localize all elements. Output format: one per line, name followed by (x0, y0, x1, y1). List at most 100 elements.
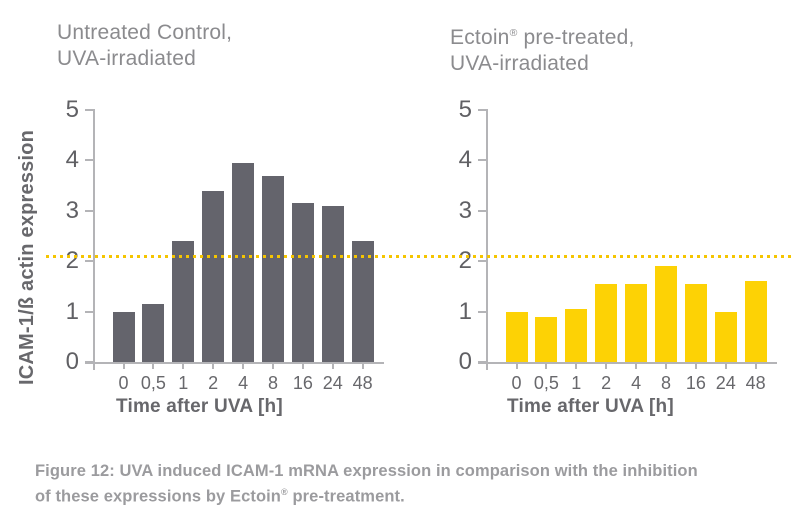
y-axis-tick-label: 1 (65, 297, 79, 325)
right-chart-title-rest: pre-treated, (517, 26, 635, 49)
bar-8h (655, 266, 677, 362)
y-axis-tick (478, 310, 487, 313)
y-axis-tick-label: 4 (65, 146, 79, 174)
x-axis-tick-label: 0 (511, 373, 522, 393)
bar-0h (112, 311, 135, 362)
right-chart-title-line2: UVA-irradiated (450, 52, 589, 75)
y-axis-tick-label: 0 (65, 348, 79, 375)
right-x-axis-line (478, 362, 777, 364)
x-axis-tick (724, 362, 727, 369)
figure-caption-line2: of these expressions by Ectoin® pre-trea… (35, 482, 775, 508)
bar-8h (262, 175, 284, 362)
right-x-axis-label: Time after UVA [h] (507, 396, 674, 417)
x-axis-tick (545, 362, 548, 369)
y-axis-tick (478, 159, 487, 162)
right-chart-title: Ectoin® pre-treated, UVA-irradiated (450, 20, 635, 77)
y-axis-tick (85, 209, 94, 212)
y-axis-tick (478, 260, 487, 263)
registered-mark: ® (281, 487, 288, 497)
y-axis-tick-label: 4 (458, 146, 472, 174)
bar-4h (625, 283, 648, 362)
y-axis-tick (85, 310, 94, 313)
figure-caption-line1: Figure 12: UVA induced ICAM-1 mRNA expre… (35, 462, 698, 480)
x-axis-tick-label: 4 (631, 373, 642, 393)
bar-0-5h (535, 316, 558, 362)
right-chart-title-line1: Ectoin® pre-treated, (450, 20, 635, 51)
left-y-axis-line (93, 109, 95, 370)
x-axis-tick-label: 8 (660, 373, 671, 393)
y-axis-tick (478, 109, 487, 111)
y-axis-tick-label: 0 (458, 348, 472, 375)
x-axis-tick (605, 362, 608, 369)
right-bar-chart: 0 1 2 3 4 5 0 0,5 1 2 4 8 16 24 48 (459, 97, 777, 393)
x-axis-tick (242, 362, 245, 369)
y-axis-tick-label: 1 (458, 297, 472, 325)
left-chart-title-line1: Untreated Control, (57, 21, 233, 44)
bar-0-5h (142, 304, 165, 362)
figure-caption-line2-text: of these expressions by Ectoin (35, 487, 281, 506)
x-axis-tick (272, 362, 274, 369)
x-axis-tick-label: 8 (267, 373, 278, 393)
bar-1h (565, 309, 588, 362)
x-axis-tick (635, 362, 638, 369)
x-axis-tick-label: 48 (745, 373, 766, 393)
right-y-axis-line (486, 109, 488, 370)
x-axis-tick-label: 0 (118, 373, 129, 393)
left-x-axis-label: Time after UVA [h] (116, 396, 283, 417)
x-axis-tick-label: 0,5 (140, 373, 166, 393)
x-axis-tick-label: 1 (178, 373, 189, 393)
x-axis-tick (212, 362, 215, 369)
x-axis-tick (331, 362, 334, 369)
x-axis-tick-label: 48 (352, 373, 373, 393)
y-axis-tick-label: 3 (65, 196, 79, 224)
y-axis-label: ICAM-1/ß actin expression (16, 129, 38, 385)
left-chart-title: Untreated Control, UVA-irradiated (57, 20, 232, 72)
x-axis-tick (515, 362, 518, 369)
y-axis-tick (85, 361, 94, 363)
left-x-axis-line (85, 362, 384, 364)
left-bar-chart: 0 1 2 3 4 5 0 0,5 1 2 4 8 16 24 48 (66, 97, 384, 393)
x-axis-tick-label: 24 (322, 373, 343, 393)
x-axis-tick (575, 362, 578, 369)
y-axis-tick (85, 159, 94, 162)
figure-caption: Figure 12: UVA induced ICAM-1 mRNA expre… (35, 461, 775, 508)
bar-2h (202, 190, 225, 362)
bar-48h (351, 241, 374, 362)
figure-caption-line2-end: pre-treatment. (287, 487, 405, 506)
x-axis-tick-label: 1 (571, 373, 582, 393)
brand-name: Ectoin (450, 26, 510, 49)
x-axis-tick (694, 362, 697, 369)
x-axis-tick (361, 362, 364, 369)
x-axis-tick (754, 362, 757, 369)
bar-24h (321, 205, 344, 362)
x-axis-tick-label: 2 (208, 373, 219, 393)
y-axis-tick-label: 2 (65, 247, 79, 275)
x-axis-tick-label: 2 (601, 373, 612, 393)
threshold-dotted-line (46, 255, 791, 258)
y-axis-tick (478, 209, 487, 212)
x-axis-tick (122, 362, 125, 369)
registered-mark: ® (509, 27, 518, 39)
x-axis-tick-label: 16 (292, 373, 313, 393)
bar-16h (291, 203, 314, 362)
bar-4h (232, 162, 255, 362)
y-axis-tick (478, 361, 487, 363)
x-axis-tick-label: 24 (715, 373, 736, 393)
x-axis-tick-label: 4 (238, 373, 249, 393)
y-axis-tick (85, 109, 94, 111)
y-axis-tick (85, 260, 94, 263)
bar-2h (595, 283, 618, 362)
y-axis-tick-label: 3 (458, 196, 472, 224)
x-axis-tick-label: 16 (685, 373, 706, 393)
x-axis-tick-label: 0,5 (533, 373, 559, 393)
x-axis-tick (152, 362, 155, 369)
x-axis-tick (182, 362, 185, 369)
bar-1h (172, 241, 195, 362)
bar-16h (684, 283, 707, 362)
bar-24h (714, 311, 737, 362)
left-chart-title-line2: UVA-irradiated (57, 47, 196, 70)
y-axis-tick-label: 5 (458, 96, 472, 123)
x-axis-tick (301, 362, 304, 369)
bar-0h (505, 311, 528, 362)
